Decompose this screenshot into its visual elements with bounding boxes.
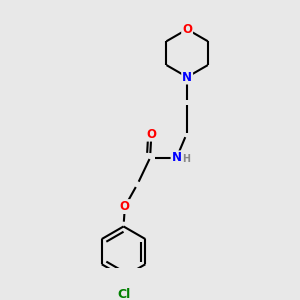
- Text: N: N: [182, 70, 192, 83]
- Text: Cl: Cl: [117, 288, 130, 300]
- Text: N: N: [172, 151, 182, 164]
- Text: H: H: [182, 154, 190, 164]
- Text: O: O: [182, 23, 192, 36]
- Text: O: O: [120, 200, 130, 213]
- Text: O: O: [146, 128, 156, 141]
